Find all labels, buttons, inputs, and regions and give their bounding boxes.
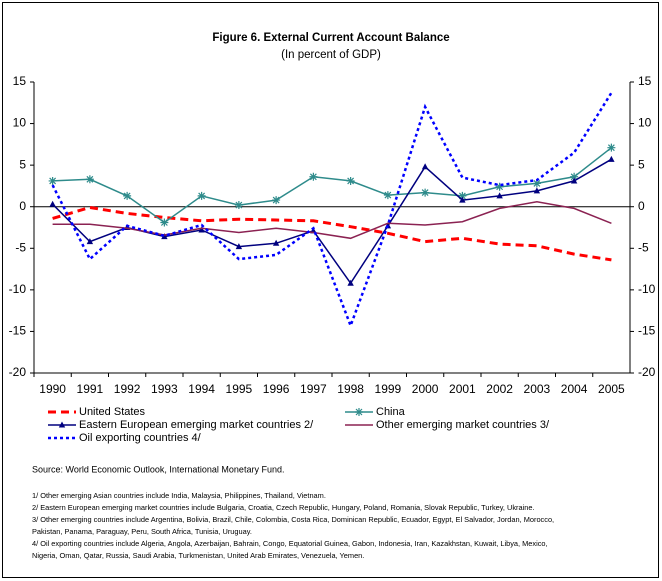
x-tick-label: 1992 (114, 382, 141, 396)
chart-subtitle: (In percent of GDP) (281, 49, 381, 61)
y-tick-label: -15 (9, 324, 27, 338)
marker (459, 196, 466, 203)
x-tick-label: 2003 (524, 382, 551, 396)
marker (608, 155, 615, 162)
footnote: 2/ Eastern European emerging market coun… (32, 503, 535, 512)
marker (383, 191, 392, 200)
x-tick-label: 1993 (151, 382, 178, 396)
legend-label: Oil exporting countries 4/ (79, 432, 202, 444)
x-tick-label: 1997 (300, 382, 327, 396)
y2-tick-label: -10 (638, 282, 656, 296)
y-tick-label: -10 (9, 282, 27, 296)
y2-tick-label: -5 (638, 240, 649, 254)
chart-title: Figure 6. External Current Account Balan… (212, 32, 449, 44)
legend-label: China (376, 406, 406, 418)
marker (198, 226, 205, 233)
y2-tick-label: -15 (638, 324, 656, 338)
footnote: 3/ Other emerging countries include Arge… (32, 515, 554, 524)
marker (48, 176, 57, 185)
footnote: 1/ Other emerging Asian countries includ… (32, 491, 326, 500)
marker (355, 408, 363, 416)
y-tick-label: 15 (13, 74, 27, 88)
marker (570, 177, 578, 184)
legend-label: Eastern European emerging market countri… (79, 419, 314, 431)
marker (49, 200, 56, 207)
marker (421, 188, 430, 197)
x-tick-label: 1995 (226, 382, 253, 396)
y-tick-label: -20 (9, 365, 27, 379)
marker (421, 163, 429, 170)
footnote: 4/ Oil exporting countries include Alger… (32, 539, 548, 548)
x-tick-label: 1999 (375, 382, 402, 396)
y-tick-label: 0 (19, 199, 26, 213)
x-tick-label: 2001 (449, 382, 476, 396)
series-line (52, 205, 612, 262)
marker (58, 421, 66, 428)
marker (235, 243, 243, 250)
marker (123, 191, 132, 200)
x-tick-label: 1994 (188, 382, 215, 396)
marker (346, 176, 355, 185)
marker (458, 191, 467, 200)
marker (309, 172, 318, 181)
series-line (51, 92, 613, 330)
legend-label: United States (79, 406, 146, 418)
y-tick-label: 5 (19, 157, 26, 171)
marker (272, 239, 280, 246)
x-tick-label: 2004 (561, 382, 588, 396)
x-tick-label: 2002 (486, 382, 513, 396)
marker (197, 191, 206, 200)
footnote: Nigeria, Oman, Qatar, Russia, Saudi Arab… (32, 551, 364, 560)
x-tick-label: 1990 (39, 382, 66, 396)
series-line (52, 147, 612, 224)
y2-tick-label: -20 (638, 365, 656, 379)
marker (86, 238, 94, 245)
marker (607, 143, 616, 152)
x-tick-label: 2005 (598, 382, 625, 396)
x-tick-label: 2000 (412, 382, 439, 396)
marker (570, 172, 579, 181)
legend-label: Other emerging market countries 3/ (376, 419, 550, 431)
source: Source: World Economic Outlook, Internat… (32, 464, 284, 474)
y-tick-label: 10 (13, 116, 27, 130)
marker (532, 179, 541, 188)
marker (495, 182, 504, 191)
marker (496, 192, 503, 199)
y2-tick-label: 5 (638, 157, 645, 171)
y2-tick-label: 10 (638, 116, 652, 130)
marker (85, 175, 94, 184)
marker (234, 201, 243, 210)
marker (160, 218, 169, 227)
marker (161, 233, 168, 240)
x-tick-label: 1998 (337, 382, 364, 396)
x-tick-label: 1996 (263, 382, 290, 396)
y2-tick-label: 0 (638, 199, 645, 213)
x-tick-label: 1991 (77, 382, 104, 396)
marker (533, 187, 541, 194)
footnote: Pakistan, Panama, Paraguay, Peru, South … (32, 527, 252, 536)
marker (272, 196, 281, 205)
y2-tick-label: 15 (638, 74, 652, 88)
marker (347, 279, 354, 286)
y-tick-label: -5 (15, 240, 26, 254)
